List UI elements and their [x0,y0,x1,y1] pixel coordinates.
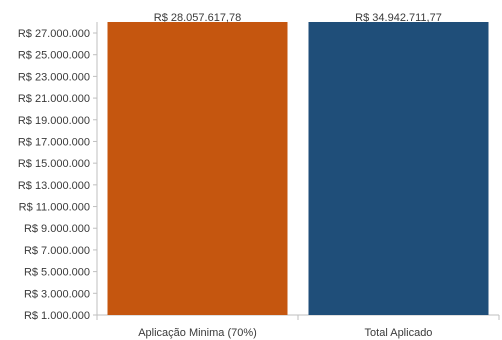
y-tick-label: R$ 17.000.000 [18,136,90,148]
y-tick-label: R$ 23.000.000 [18,71,90,83]
bar-data-label: R$ 34.942.711,77 [355,12,442,24]
y-tick-label: R$ 15.000.000 [18,158,90,170]
y-tick-label: R$ 21.000.000 [18,93,90,105]
bar [107,22,288,315]
y-tick-label: R$ 19.000.000 [18,115,90,127]
y-tick-label: R$ 5.000.000 [24,267,90,279]
y-tick-label: R$ 1.000.000 [24,310,90,322]
bar-data-label: R$ 28.057.617,78 [154,12,241,24]
x-category-label: Total Aplicado [365,327,433,339]
y-tick-label: R$ 3.000.000 [24,288,90,300]
bar [308,22,489,315]
y-tick-label: R$ 27.000.000 [18,28,90,40]
y-tick-label: R$ 7.000.000 [24,245,90,257]
x-axis: Aplicação Minima (70%) Total Aplicado [96,314,500,339]
y-tick-label: R$ 9.000.000 [24,223,90,235]
y-tick-label: R$ 13.000.000 [18,180,90,192]
x-category-label: Aplicação Minima (70%) [138,327,257,339]
y-tick-label: R$ 25.000.000 [18,50,90,62]
bars [107,22,489,315]
y-tick-label: R$ 11.000.000 [19,202,90,214]
y-axis: R$ 1.000.000 R$ 3.000.000 R$ 5.000.000 R$ 7… [18,22,98,322]
data-labels: R$ 28.057.617,78 R$ 34.942.711,77 [154,12,442,24]
